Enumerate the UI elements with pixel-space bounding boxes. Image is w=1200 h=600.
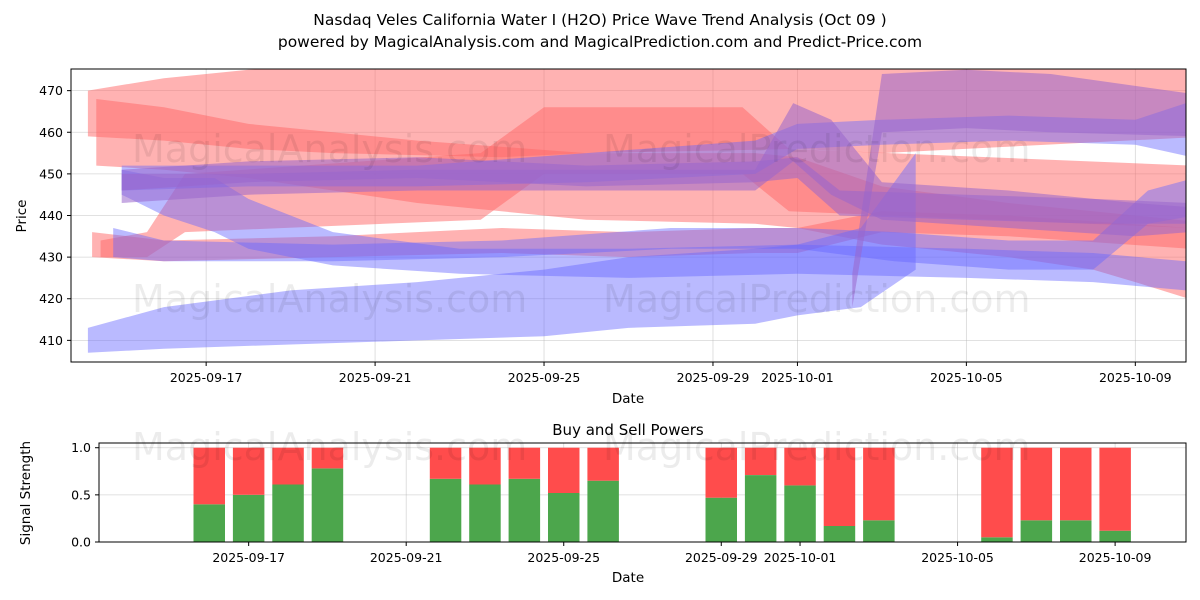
blue-wave-band-7 bbox=[113, 180, 1186, 270]
power-bars bbox=[193, 447, 1131, 542]
price-x-tick-label: 2025-09-29 bbox=[677, 370, 750, 385]
chart-title-line1: Nasdaq Veles California Water I (H2O) Pr… bbox=[313, 11, 886, 29]
buy-bar-2025-09-26 bbox=[587, 480, 619, 542]
sell-bar-2025-09-26 bbox=[587, 447, 619, 481]
price-x-tick-label: 2025-09-17 bbox=[170, 370, 243, 385]
sell-bar-2025-09-30 bbox=[744, 447, 777, 475]
watermark-analysis-bottom: MagicalAnalysis.com bbox=[132, 425, 527, 469]
price-y-tick-label: 410 bbox=[39, 333, 63, 348]
power-axes-frame bbox=[98, 442, 1187, 543]
purple-wave-band-9 bbox=[121, 103, 1186, 237]
price-y-tick-label: 450 bbox=[39, 166, 63, 181]
buy-bar-2025-09-17 bbox=[232, 494, 265, 542]
power-x-tick-label: 2025-09-21 bbox=[370, 550, 443, 565]
power-x-tick-label: 2025-09-25 bbox=[527, 550, 600, 565]
buy-bar-2025-09-29 bbox=[705, 497, 737, 542]
power-x-tick-label: 2025-10-09 bbox=[1079, 550, 1152, 565]
watermark-analysis-mid: MagicalAnalysis.com bbox=[132, 277, 527, 321]
price-x-tick-label: 2025-10-01 bbox=[761, 370, 834, 385]
power-x-tick-label: 2025-09-17 bbox=[212, 550, 285, 565]
sell-bar-2025-09-17 bbox=[232, 447, 265, 495]
price-x-tick-label: 2025-10-09 bbox=[1099, 370, 1172, 385]
price-y-tick-label: 420 bbox=[39, 291, 63, 306]
blue-wave-band-5 bbox=[121, 169, 1186, 291]
price-y-tick-label: 460 bbox=[39, 125, 63, 140]
power-y-tick-label: 1.0 bbox=[71, 440, 91, 455]
watermark-prediction-top: MagicalPrediction.com bbox=[603, 127, 1031, 171]
buy-bar-2025-09-23 bbox=[469, 484, 501, 542]
red-wave-band-1 bbox=[96, 99, 1186, 298]
chart-title-line2: powered by MagicalAnalysis.com and Magic… bbox=[278, 33, 922, 51]
sell-bar-2025-09-24 bbox=[508, 447, 541, 479]
buy-bar-2025-10-08 bbox=[1060, 520, 1092, 542]
price-y-tick-label: 470 bbox=[39, 83, 63, 98]
price-y-tick-label: 430 bbox=[39, 250, 63, 265]
buy-bar-2025-09-30 bbox=[744, 475, 777, 542]
buy-bar-2025-10-09 bbox=[1099, 530, 1131, 542]
blue-wave-band-4 bbox=[87, 153, 916, 353]
price-y-label: Price bbox=[14, 200, 30, 233]
watermark-prediction-bottom: MagicalPrediction.com bbox=[603, 425, 1031, 469]
buy-bar-2025-10-01 bbox=[784, 485, 816, 542]
buy-bar-2025-10-02 bbox=[823, 526, 856, 542]
sell-bar-2025-10-01 bbox=[784, 447, 816, 486]
red-wave-band-3 bbox=[100, 107, 1186, 258]
power-x-tick-label: 2025-10-01 bbox=[764, 550, 837, 565]
sell-bar-2025-09-19 bbox=[311, 447, 344, 469]
power-watermarks: MagicalAnalysis.com MagicalPrediction.co… bbox=[132, 425, 1031, 469]
sell-bar-2025-10-09 bbox=[1099, 447, 1131, 531]
power-x-label: Date bbox=[612, 570, 644, 586]
power-y-label: Signal Strength bbox=[18, 441, 34, 545]
sell-bar-2025-10-02 bbox=[823, 447, 856, 526]
sell-bar-2025-09-25 bbox=[548, 447, 580, 493]
buy-bar-2025-09-16 bbox=[193, 504, 225, 542]
price-x-label: Date bbox=[612, 391, 644, 407]
power-x-tick-label: 2025-09-29 bbox=[685, 550, 758, 565]
watermark-prediction-mid: MagicalPrediction.com bbox=[603, 277, 1031, 321]
sell-bar-2025-09-23 bbox=[469, 447, 501, 485]
price-watermarks: MagicalAnalysis.com MagicalPrediction.co… bbox=[132, 127, 1031, 321]
buy-bar-2025-09-22 bbox=[429, 478, 462, 542]
price-x-tick-label: 2025-10-05 bbox=[930, 370, 1003, 385]
sell-bar-2025-10-07 bbox=[1020, 447, 1053, 521]
sell-bar-2025-10-03 bbox=[863, 447, 895, 521]
price-bands bbox=[87, 69, 1186, 353]
price-y-tick-label: 440 bbox=[39, 208, 63, 223]
price-x-tick-label: 2025-09-25 bbox=[508, 370, 581, 385]
bottom-chart-title: Buy and Sell Powers bbox=[552, 421, 704, 439]
buy-bar-2025-09-18 bbox=[272, 484, 304, 542]
power-x-tick-label: 2025-10-05 bbox=[921, 550, 994, 565]
sell-bar-2025-09-18 bbox=[272, 447, 304, 485]
sell-bar-2025-09-29 bbox=[705, 447, 737, 498]
power-axis-ticks: 2025-09-17 2025-09-21 2025-09-25 2025-09-29… bbox=[71, 440, 1151, 565]
sell-bar-2025-09-22 bbox=[429, 447, 462, 479]
purple-wave-band-10 bbox=[852, 69, 1186, 308]
buy-bar-2025-10-03 bbox=[863, 520, 895, 542]
power-y-tick-label: 0.5 bbox=[71, 487, 91, 502]
price-axis-ticks: 2025-09-17 2025-09-21 2025-09-25 2025-09-29… bbox=[39, 83, 1172, 385]
price-x-tick-label: 2025-09-21 bbox=[339, 370, 412, 385]
sell-bar-2025-10-08 bbox=[1060, 447, 1092, 521]
buy-bar-2025-09-24 bbox=[508, 478, 541, 542]
red-wave-band-2 bbox=[92, 211, 1186, 262]
sell-bar-2025-10-06 bbox=[981, 447, 1013, 538]
sell-bar-2025-09-16 bbox=[193, 447, 225, 505]
buy-bar-2025-10-07 bbox=[1020, 520, 1053, 542]
buy-bar-2025-10-06 bbox=[981, 537, 1013, 542]
watermark-analysis-top: MagicalAnalysis.com bbox=[132, 127, 527, 171]
buy-bar-2025-09-25 bbox=[548, 493, 580, 542]
power-y-tick-label: 0.0 bbox=[71, 535, 91, 550]
buy-bar-2025-09-19 bbox=[311, 468, 344, 542]
